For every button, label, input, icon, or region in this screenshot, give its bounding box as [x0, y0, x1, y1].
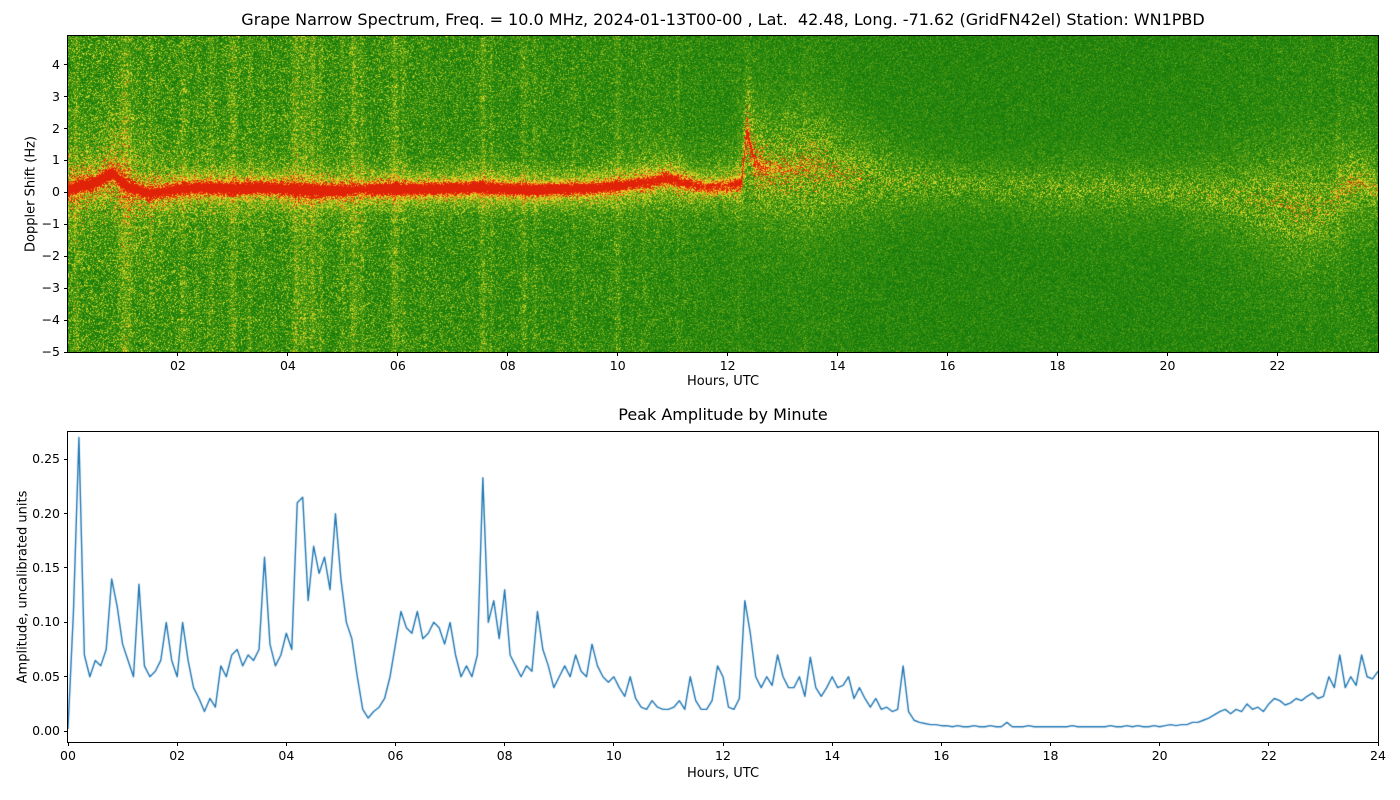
spectrogram-y-tick-label: −5 [41, 344, 60, 359]
amplitude-x-tick-mark [1050, 742, 1051, 746]
spectrogram-x-tick-label: 20 [1159, 358, 1176, 373]
amplitude-x-tick-label: 00 [60, 748, 76, 763]
amplitude-x-tick-mark [1159, 742, 1161, 746]
amplitude-y-tick-mark [64, 513, 68, 515]
spectrogram-y-tick-mark [64, 223, 68, 225]
spectrogram-x-tick-mark [837, 352, 839, 356]
amplitude-x-tick-mark [67, 742, 69, 746]
spectrogram-x-tick-label: 02 [169, 358, 186, 373]
spectrogram-y-tick-label: 1 [52, 152, 60, 168]
amplitude-x-tick-mark [613, 742, 615, 746]
amplitude-x-tick-label: 02 [169, 748, 186, 763]
spectrogram-y-tick-label: 2 [52, 120, 60, 136]
amplitude-x-tick-mark [285, 742, 287, 746]
spectrogram-xlabel: Hours, UTC [686, 374, 760, 389]
amplitude-x-tick-label: 12 [715, 748, 731, 763]
amplitude-x-tick-label: 16 [933, 748, 950, 763]
spectrogram-y-tick-label: −4 [41, 312, 60, 328]
spectrogram-x-tick-label: 14 [829, 358, 846, 373]
amplitude-y-tick-mark [64, 458, 68, 460]
spectrogram-canvas [67, 35, 1379, 353]
amplitude-canvas [67, 431, 1379, 743]
spectrogram-x-tick-mark [287, 352, 289, 356]
amplitude-y-tick-mark [64, 621, 68, 623]
amplitude-xlabel: Hours, UTC [686, 766, 760, 781]
spectrogram-x-tick-mark [397, 352, 399, 356]
amplitude-y-tick-label: 0.20 [32, 505, 60, 521]
amplitude-x-tick-mark [504, 742, 506, 746]
spectrogram-x-tick-label: 12 [719, 358, 736, 373]
spectrogram-y-tick-label: −3 [41, 280, 60, 296]
spectrogram-y-tick-mark [64, 96, 68, 98]
amplitude-x-tick-mark [395, 742, 396, 746]
amplitude-x-tick-label: 18 [1042, 748, 1059, 763]
spectrogram-x-tick-label: 22 [1269, 358, 1286, 373]
spectrogram-y-tick-mark [64, 128, 68, 130]
spectrogram-title: Grape Narrow Spectrum, Freq. = 10.0 MHz,… [241, 10, 1205, 29]
spectrogram-x-tick-label: 10 [609, 358, 626, 373]
amplitude-y-tick-label: 0.25 [32, 451, 60, 467]
spectrogram-y-tick-label: 3 [52, 88, 60, 104]
spectrogram-x-tick-label: 16 [939, 358, 956, 373]
spectrogram-y-tick-label: −1 [41, 216, 60, 232]
spectrogram-x-tick-label: 06 [389, 358, 406, 373]
amplitude-x-tick-label: 08 [496, 748, 513, 763]
amplitude-x-tick-mark [1268, 742, 1270, 746]
spectrogram-x-tick-mark [507, 352, 509, 356]
spectrogram-x-tick-mark [727, 352, 729, 356]
amplitude-x-tick-label: 10 [605, 748, 622, 763]
amplitude-y-tick-label: 0.05 [32, 668, 60, 684]
spectrogram-x-tick-label: 08 [499, 358, 516, 373]
spectrogram-y-tick-mark [64, 159, 68, 161]
spectrogram-y-tick-label: 4 [52, 56, 60, 72]
amplitude-x-tick-label: 06 [387, 748, 404, 763]
spectrogram-y-tick-label: 0 [52, 184, 60, 200]
amplitude-x-tick-mark [176, 742, 178, 746]
spectrogram-y-tick-mark [64, 351, 68, 353]
amplitude-title: Peak Amplitude by Minute [618, 405, 828, 424]
spectrogram-y-tick-label: −2 [41, 248, 60, 264]
spectrogram-x-tick-label: 18 [1049, 358, 1066, 373]
spectrogram-x-tick-mark [1166, 352, 1168, 356]
amplitude-y-tick-label: 0.10 [32, 614, 60, 630]
amplitude-x-tick-mark [722, 742, 724, 746]
spectrogram-y-tick-mark [64, 319, 68, 321]
amplitude-x-tick-label: 24 [1370, 748, 1386, 763]
amplitude-x-tick-label: 04 [278, 748, 295, 763]
spectrogram-x-tick-mark [177, 352, 179, 356]
amplitude-x-tick-label: 20 [1151, 748, 1168, 763]
amplitude-y-tick-mark [64, 676, 68, 678]
spectrogram-x-tick-mark [1276, 352, 1278, 356]
amplitude-y-tick-label: 0.15 [32, 559, 60, 575]
spectrogram-y-tick-mark [64, 64, 68, 66]
spectrogram-x-tick-mark [947, 352, 949, 356]
spectrogram-y-tick-mark [64, 287, 68, 289]
amplitude-x-tick-mark [1377, 742, 1379, 746]
amplitude-y-tick-label: 0.00 [32, 723, 60, 739]
amplitude-x-tick-mark [940, 742, 942, 746]
spectrogram-y-tick-mark [64, 191, 68, 193]
amplitude-x-tick-label: 22 [1260, 748, 1277, 763]
spectrogram-x-tick-mark [617, 352, 619, 356]
amplitude-x-tick-label: 14 [824, 748, 841, 763]
amplitude-y-tick-mark [64, 730, 68, 732]
spectrogram-y-tick-mark [64, 255, 68, 257]
spectrogram-x-tick-label: 04 [279, 358, 296, 373]
amplitude-x-tick-mark [831, 742, 833, 746]
spectrogram-x-tick-mark [1057, 352, 1058, 356]
amplitude-y-tick-mark [64, 567, 68, 569]
